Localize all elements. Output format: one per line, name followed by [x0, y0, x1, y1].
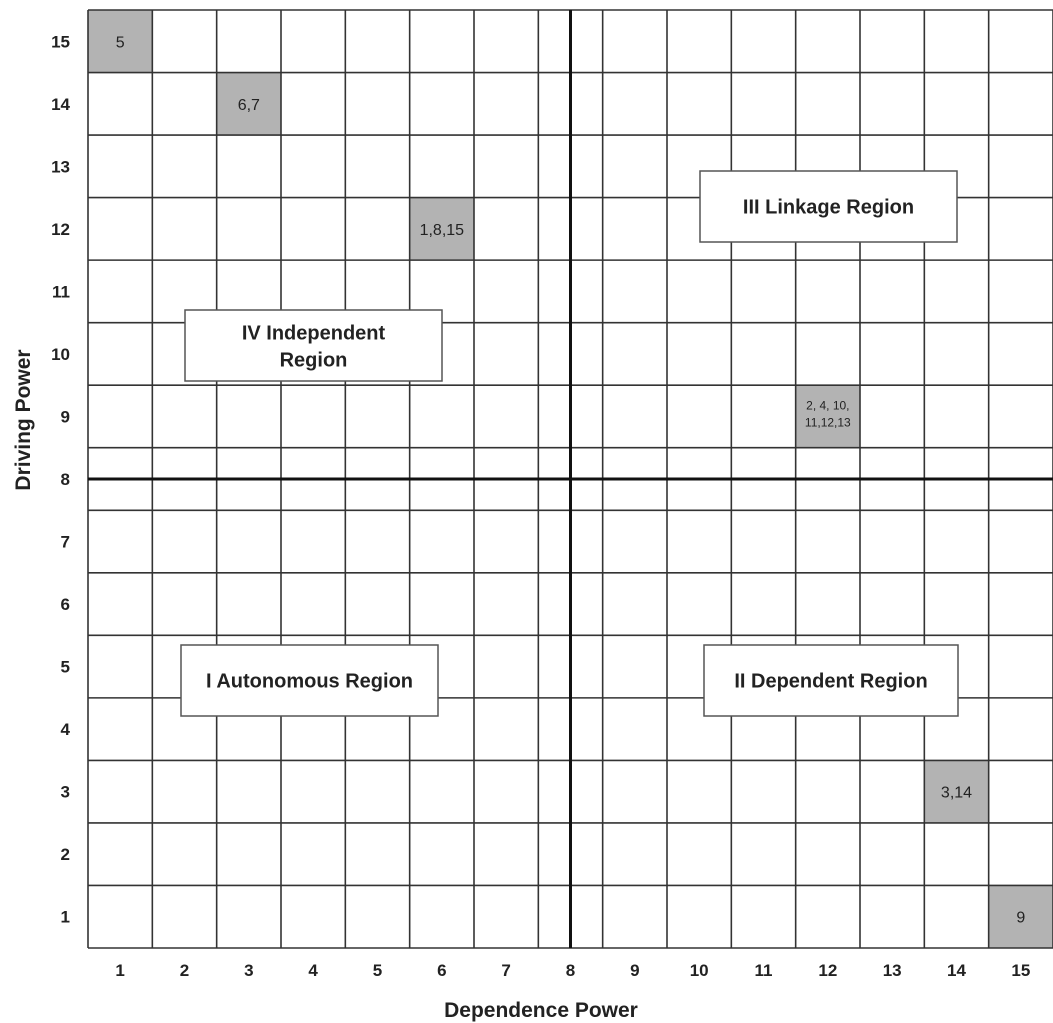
- cell-14-3: [924, 760, 989, 823]
- cell-label-12-9: 2, 4, 10, 11,12,13: [805, 398, 851, 429]
- cell-label-14-3: 3,14: [941, 785, 972, 802]
- y-tick-15: 15: [51, 32, 70, 51]
- y-axis-title: Driving Power: [12, 349, 35, 490]
- region-label-top-left: IV Independent Region: [242, 323, 386, 372]
- region-box-top-right: [699, 170, 958, 243]
- x-axis-ticks: 1 2 3 4 5 6 7 8 9 10 11 12 13 14 15: [115, 961, 1030, 980]
- y-tick-14: 14: [51, 95, 70, 114]
- region-label-bottom-right: II Dependent Region: [734, 671, 927, 693]
- x-tick-2: 2: [180, 961, 189, 980]
- cell-3-14: [216, 72, 281, 136]
- y-tick-11: 11: [52, 282, 70, 301]
- x-tick-15: 15: [1011, 961, 1030, 980]
- x-tick-7: 7: [501, 961, 510, 980]
- highlighted-cells: [88, 10, 1053, 948]
- x-tick-6: 6: [437, 961, 446, 980]
- x-tick-8: 8: [566, 961, 575, 980]
- x-tick-11: 11: [755, 961, 773, 980]
- x-tick-3: 3: [244, 961, 253, 980]
- x-tick-14: 14: [947, 961, 966, 980]
- x-tick-1: 1: [115, 961, 124, 980]
- cell-12-9: [795, 385, 860, 448]
- y-tick-5: 5: [61, 658, 70, 677]
- y-tick-4: 4: [61, 720, 71, 739]
- x-tick-9: 9: [630, 961, 639, 980]
- cell-label-line: 11,12,13: [805, 415, 851, 429]
- y-tick-7: 7: [61, 533, 70, 552]
- x-tick-5: 5: [373, 961, 382, 980]
- y-tick-13: 13: [51, 157, 70, 176]
- region-label-line: IV Independent: [242, 323, 386, 345]
- y-tick-3: 3: [61, 783, 70, 802]
- cell-label-15-1: 9: [1016, 910, 1025, 927]
- region-label-bottom-left: I Autonomous Region: [206, 671, 413, 693]
- x-tick-10: 10: [690, 961, 709, 980]
- y-tick-2: 2: [61, 845, 70, 864]
- cell-6-12: [409, 197, 474, 261]
- region-label-top-right: III Linkage Region: [743, 197, 914, 219]
- cell-labels: 5 6,7 1,8,15 2, 4, 10, 11,12,13 3,14 9: [116, 34, 1026, 926]
- x-axis-title: Dependence Power: [444, 999, 638, 1022]
- quadrant-dividers: [88, 10, 1053, 948]
- cell-label-1-15: 5: [116, 34, 125, 51]
- cell-label-3-14: 6,7: [238, 97, 260, 114]
- y-tick-1: 1: [61, 908, 70, 927]
- cell-label-line: 2, 4, 10,: [806, 398, 849, 412]
- cell-1-15: [88, 10, 153, 73]
- cell-label-6-12: 1,8,15: [420, 222, 465, 239]
- cell-15-1: [988, 885, 1053, 948]
- x-tick-12: 12: [818, 961, 837, 980]
- y-tick-12: 12: [51, 220, 70, 239]
- x-tick-13: 13: [883, 961, 902, 980]
- region-label-line: Region: [280, 350, 348, 372]
- region-box-bottom-left: [180, 644, 439, 717]
- region-labels: IV Independent Region III Linkage Region I …: [180, 170, 959, 717]
- region-box-bottom-right: [703, 644, 959, 717]
- region-box-top-left: [184, 309, 443, 382]
- x-tick-4: 4: [308, 961, 318, 980]
- y-tick-10: 10: [51, 345, 70, 364]
- y-tick-6: 6: [61, 595, 70, 614]
- y-tick-9: 9: [61, 407, 70, 426]
- y-tick-8: 8: [61, 470, 70, 489]
